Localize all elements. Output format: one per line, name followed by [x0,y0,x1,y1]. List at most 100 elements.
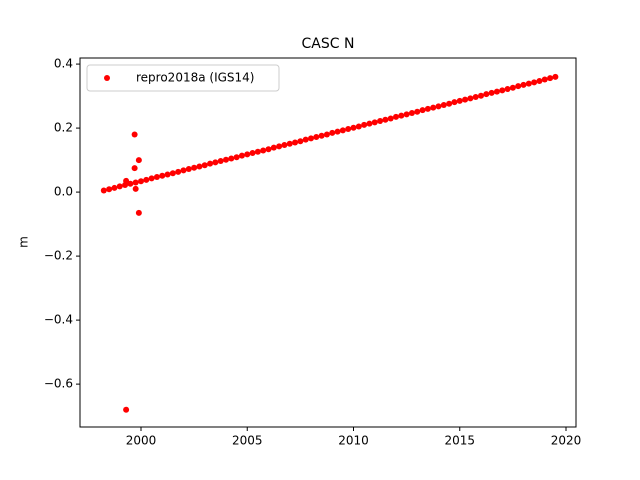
point [435,103,442,110]
point [424,105,431,112]
point [116,183,123,190]
chart-title: CASC N [302,36,355,52]
point [212,159,219,166]
point [446,100,453,107]
y-tick-label: −0.6 [44,377,73,391]
point [148,175,155,182]
point [106,186,113,193]
point [281,142,288,149]
point [403,111,410,118]
point [254,148,261,155]
point [217,158,224,165]
point [169,170,176,177]
point [175,168,182,175]
point [419,107,426,114]
point [440,102,447,109]
point [313,134,320,141]
plot-frame [79,57,577,428]
point [387,115,394,122]
point [515,83,522,90]
point [483,91,490,98]
point [520,81,527,88]
y-tick-label: 0.4 [54,57,73,71]
x-tick-label: 2020 [551,434,582,448]
point [525,80,532,87]
point [135,209,142,216]
point [159,172,166,179]
point [100,187,107,194]
point [552,73,559,80]
point [451,99,458,106]
point [164,171,171,178]
point [111,184,118,191]
point [270,144,277,151]
point [123,406,130,413]
point [276,143,283,150]
point [478,92,485,99]
point [143,176,150,183]
point [323,131,330,138]
point [531,79,538,86]
point [355,123,362,130]
x-tick-label: 2015 [444,434,475,448]
y-tick-label: −0.2 [44,249,73,263]
point [334,128,341,135]
point [260,147,267,154]
y-tick-label: 0.2 [54,121,73,135]
point [318,132,325,139]
point [135,157,142,164]
point [541,76,548,83]
point [393,113,400,120]
y-axis-label: m [17,236,31,248]
point [132,179,139,186]
point [185,166,192,173]
point [366,120,373,127]
point [350,124,357,131]
point [536,78,543,85]
x-tick-label: 2010 [338,434,369,448]
point [191,164,198,171]
point [377,118,384,125]
point [238,152,245,159]
y-tick-label: 0.0 [54,185,73,199]
x-tick-label: 2000 [126,434,157,448]
point [414,108,421,115]
legend-box [86,64,280,92]
point [408,110,415,117]
point [382,116,389,123]
point [345,126,352,133]
point [467,95,474,102]
point [504,86,511,93]
point [371,119,378,126]
point [462,96,469,103]
point [488,89,495,96]
point [302,136,309,143]
point [127,180,134,187]
point [222,156,229,163]
y-tick-label: −0.4 [44,313,73,327]
point [509,84,516,91]
point [286,140,293,147]
point [196,163,203,170]
point [398,112,405,119]
point [137,178,144,185]
point [292,139,299,146]
point [233,154,240,161]
point [472,94,479,101]
point [131,165,138,172]
point [307,135,314,142]
point [430,104,437,111]
point [153,174,160,181]
point [228,155,235,162]
point [547,75,554,82]
point [201,162,208,169]
point [361,121,368,128]
point [132,185,139,192]
point [265,146,272,153]
point [456,97,463,104]
point [244,151,251,158]
x-tick-label: 2005 [232,434,263,448]
legend-marker [104,75,110,81]
point [493,88,500,95]
